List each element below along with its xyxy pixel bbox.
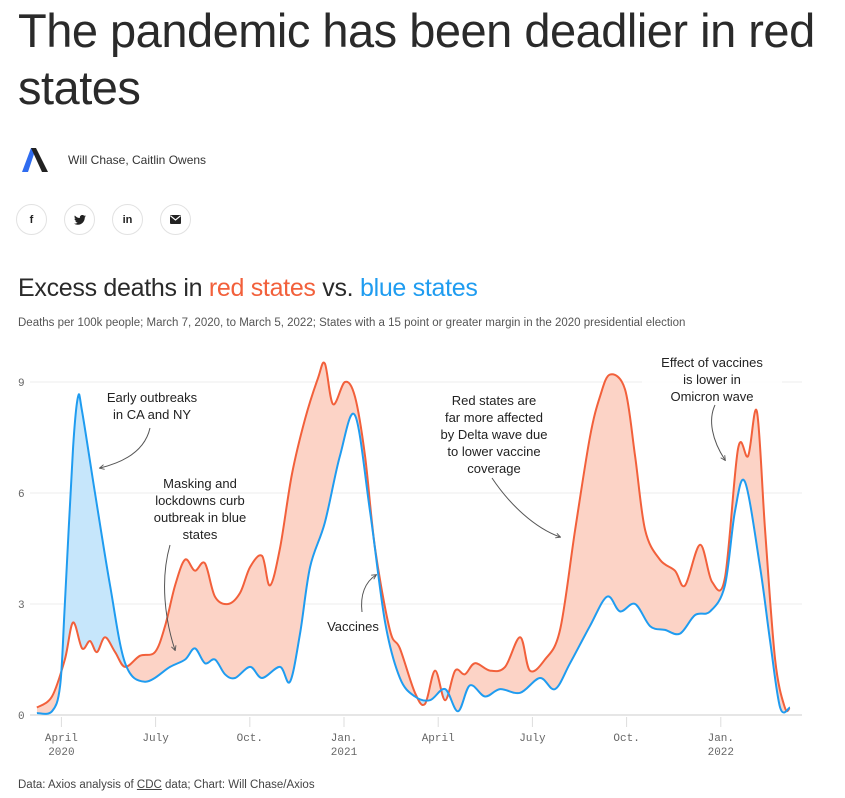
red-states-line: [36, 361, 791, 713]
annotation-arrow-early: [100, 427, 151, 468]
x-tick-label: Jan.: [708, 733, 734, 745]
annotation-early: Early outbreaks: [107, 390, 198, 405]
x-tick-label: April: [45, 733, 78, 745]
linkedin-icon: in: [122, 213, 133, 226]
y-tick-label: 0: [18, 711, 25, 723]
source-text: data; Chart: Will Chase/Axios: [161, 779, 315, 791]
chart-subtitle: Deaths per 100k people; March 7, 2020, t…: [18, 317, 686, 329]
source-text: Data: Axios analysis of: [18, 779, 137, 791]
article-title: The pandemic has been deadlier in red st…: [18, 4, 815, 114]
red-excess-area: [36, 362, 790, 714]
annotation-arrow-delta: [491, 477, 560, 537]
axios-logo-icon: [22, 148, 48, 172]
y-tick-label: 6: [18, 489, 25, 501]
annotation-masking: Masking and: [163, 476, 237, 491]
x-tick-year: 2021: [331, 747, 358, 759]
byline: Will Chase, Caitlin Owens: [68, 153, 207, 167]
chart-title: Excess deaths in red states vs. blue sta…: [18, 274, 478, 303]
x-tick-year: 2022: [708, 747, 734, 759]
legend-red-states: red states: [208, 274, 316, 302]
x-tick-label: April: [422, 733, 455, 745]
annotation-delta: coverage: [467, 461, 520, 476]
annotation-omicron: Omicron wave: [670, 389, 753, 404]
annotation-arrow-masking: [164, 544, 175, 650]
y-tick-label: 9: [18, 378, 25, 390]
chart-title-text: Excess deaths in: [18, 274, 209, 302]
share-facebook-button[interactable]: f: [16, 204, 47, 235]
annotation-vaccines: Vaccines: [327, 619, 379, 634]
twitter-icon: [73, 214, 86, 225]
y-tick-label: 3: [18, 600, 25, 612]
x-tick-label: July: [142, 733, 169, 745]
x-tick-year: 2020: [48, 747, 74, 759]
annotation-delta: far more affected: [445, 410, 543, 425]
x-tick-label: Oct.: [237, 733, 263, 745]
excess-deaths-chart: 0 3 6 9 April 2020 July Oct. Jan. 2021 April July Oc…: [18, 353, 802, 759]
annotation-masking: states: [183, 527, 218, 542]
annotation-early: in CA and NY: [113, 407, 191, 422]
annotation-arrow-omicron: [711, 404, 725, 460]
legend-blue-states: blue states: [359, 274, 478, 302]
annotation-masking: lockdowns curb: [155, 493, 245, 508]
share-email-button[interactable]: [160, 204, 191, 235]
annotation-omicron: Effect of vaccines: [661, 355, 763, 370]
facebook-icon: f: [29, 213, 34, 226]
chart-title-text: vs.: [315, 274, 360, 302]
email-icon: [170, 215, 181, 224]
cdc-link[interactable]: CDC: [136, 779, 162, 791]
x-tick-label: Jan.: [331, 733, 357, 745]
annotation-arrow-vaccines: [361, 575, 376, 613]
annotation-delta: to lower vaccine: [447, 444, 540, 459]
share-linkedin-button[interactable]: in: [112, 204, 143, 235]
blue-states-line: [36, 393, 791, 715]
annotation-masking: outbreak in blue: [154, 510, 247, 525]
annotation-omicron: is lower in: [683, 372, 741, 387]
source-note: Data: Axios analysis of CDC data; Chart:…: [18, 779, 315, 791]
x-tick-label: Oct.: [613, 733, 639, 745]
annotation-delta: by Delta wave due: [441, 427, 548, 442]
annotation-delta: Red states are: [452, 393, 537, 408]
x-tick-label: July: [519, 733, 546, 745]
share-twitter-button[interactable]: [64, 204, 95, 235]
